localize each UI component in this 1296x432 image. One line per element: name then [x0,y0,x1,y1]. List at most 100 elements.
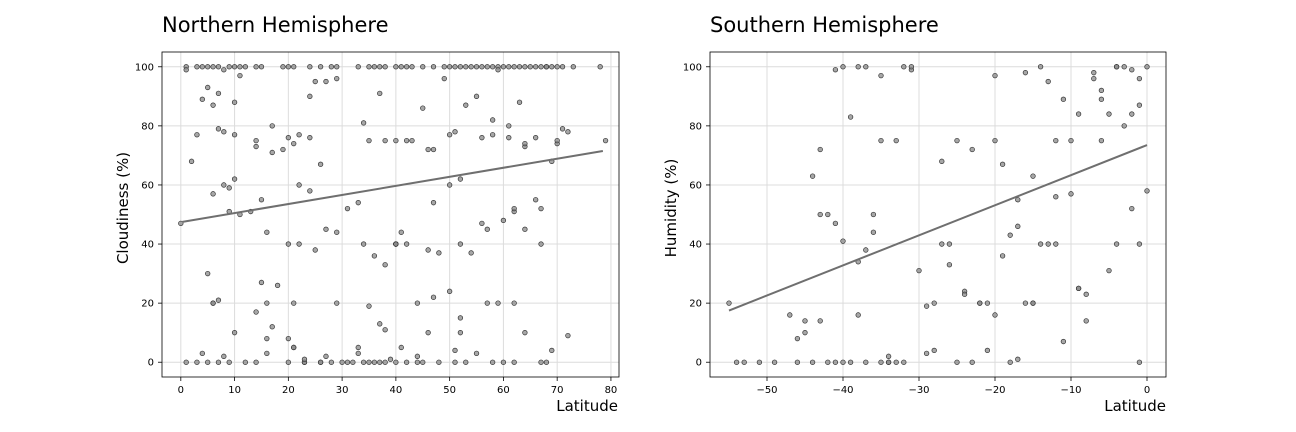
data-point [1075,111,1082,117]
data-point [908,64,915,70]
data-point [291,344,297,351]
data-point [178,220,184,227]
y-tick-label: 0 [696,358,702,369]
data-point [500,217,507,224]
data-point [387,356,394,362]
data-point [457,176,464,182]
x-tick-label: 40 [390,385,403,396]
data-point [285,64,291,70]
data-point [473,64,480,70]
data-point [436,250,442,256]
data-point [878,72,884,79]
data-point [221,182,227,188]
data-point [1030,300,1036,306]
data-point [787,312,793,318]
data-point [194,132,200,138]
y-tick-label: 60 [689,180,702,191]
data-point [1129,205,1135,212]
regression-line-group [182,149,604,223]
data-point [506,123,512,129]
data-point [328,64,335,70]
data-point [221,353,227,359]
data-point [382,359,388,365]
data-point [1060,338,1067,345]
data-point [355,200,361,206]
data-point [237,72,243,79]
data-point [446,132,453,138]
data-point [210,300,216,306]
data-point [264,350,270,357]
data-point [215,359,222,365]
data-point [500,64,507,70]
data-point [809,359,816,365]
southern-hemisphere-chart: Southern Hemisphere Latitude Humidity (%… [662,13,1167,415]
data-point [1037,241,1044,247]
data-point [522,330,528,336]
data-point [382,327,388,333]
data-point [425,330,431,336]
data-point [409,64,415,70]
data-point [253,309,259,315]
data-point [403,359,410,365]
data-point [878,359,884,365]
data-point [533,135,539,141]
data-point [885,353,892,359]
data-point [939,241,945,247]
data-point [969,146,975,153]
data-point [377,64,383,70]
data-point [597,64,603,70]
data-point [414,359,421,365]
data-point [543,359,550,365]
axis-ticks: 0 10 20 30 40 50 60 70 80 0 20 40 60 80 100 [135,62,617,396]
regression-line-group [728,144,1148,312]
data-point [1106,267,1112,274]
data-point [301,356,308,362]
data-point [992,312,998,318]
regression-line [182,149,604,223]
data-point [802,330,808,336]
data-point [344,205,351,212]
data-point [543,64,550,70]
data-point [855,312,861,318]
data-point [1037,64,1044,70]
data-point [312,78,318,85]
data-point [506,135,512,141]
data-point [961,291,968,297]
data-point [1121,123,1127,129]
data-point [999,161,1006,167]
data-point [946,262,953,268]
data-point [741,359,747,365]
data-point [355,64,361,70]
data-point [280,64,286,70]
data-point [500,359,507,365]
data-point [463,359,469,365]
data-point [863,359,869,365]
data-point [242,64,248,70]
data-point [285,135,291,141]
data-point [360,241,367,247]
data-point [984,347,991,354]
x-tick-label: 0 [178,385,184,396]
data-point [863,64,869,70]
data-point [870,211,877,218]
data-point [366,359,372,365]
data-point [484,64,490,70]
y-tick-label: 60 [141,180,154,191]
data-point [1015,197,1021,203]
data-point [285,241,291,247]
data-point [253,64,259,70]
scatter-points [178,64,609,365]
data-point [296,241,302,247]
data-point [1068,137,1074,144]
data-point [840,238,846,244]
data-point [832,220,839,227]
data-point [999,253,1006,259]
data-point [215,297,222,303]
data-point [984,300,991,306]
data-point [393,359,399,365]
data-point [334,229,340,235]
x-tick-label: 80 [605,385,618,396]
data-point [931,300,937,306]
data-point [490,132,496,138]
